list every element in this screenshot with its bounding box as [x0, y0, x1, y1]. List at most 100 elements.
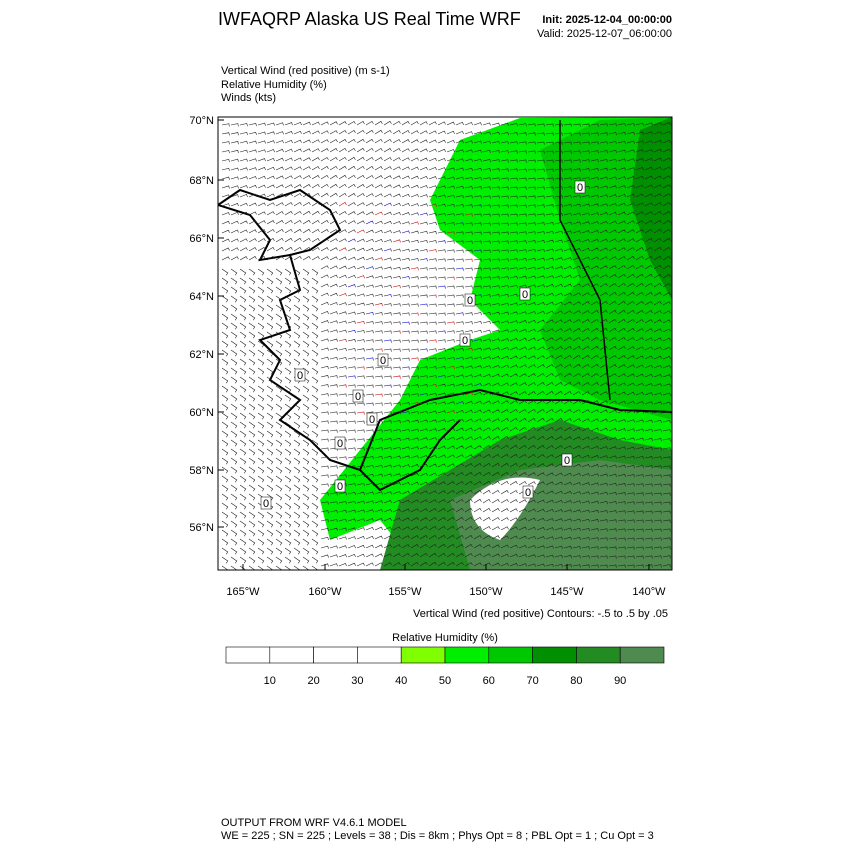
wind-barb	[356, 339, 365, 343]
wind-barb	[545, 337, 554, 342]
wind-barb	[311, 349, 319, 357]
wind-barb	[563, 491, 572, 495]
wind-barb	[536, 472, 545, 477]
wind-barb	[599, 364, 608, 369]
wind-barb	[635, 446, 644, 451]
wind-barb	[320, 356, 329, 360]
wind-barb	[455, 303, 464, 307]
wind-barb	[284, 457, 292, 465]
wind-barb	[419, 348, 428, 352]
wind-barb	[446, 240, 455, 244]
wind-barb	[284, 277, 292, 285]
wind-barb	[509, 453, 518, 459]
wind-barb	[248, 149, 257, 153]
wind-barb	[347, 238, 356, 243]
colorbar-swatch	[532, 646, 577, 664]
wind-barb	[644, 401, 653, 405]
wind-barb	[257, 255, 266, 261]
wind-barb	[662, 555, 671, 559]
wind-barb	[419, 535, 428, 540]
wind-barb	[509, 337, 518, 342]
wind-barb	[383, 508, 392, 513]
wind-barb	[446, 294, 455, 298]
wind-barb	[473, 140, 482, 144]
wind-barb	[338, 366, 347, 370]
wind-barb	[311, 502, 319, 510]
wind-barb	[410, 267, 419, 271]
wind-barb	[284, 255, 293, 261]
wind-barb	[410, 312, 419, 316]
wind-barb	[275, 184, 284, 189]
wind-barb	[392, 402, 401, 406]
wind-barb	[455, 472, 464, 477]
wind-barb	[617, 327, 626, 333]
wind-barb	[365, 247, 374, 252]
wind-barb	[617, 202, 626, 207]
wind-barb	[266, 193, 275, 198]
wind-barb	[221, 475, 229, 483]
wind-barb	[302, 157, 311, 162]
wind-barb	[248, 202, 257, 207]
wind-barb	[374, 193, 383, 198]
wind-barb	[383, 384, 392, 388]
wind-barb	[320, 375, 329, 379]
wind-barb	[617, 291, 626, 297]
wind-barb	[410, 419, 419, 423]
wind-barb	[329, 156, 338, 162]
wind-barb	[266, 211, 275, 216]
wind-barb	[545, 159, 554, 163]
wind-barb	[347, 465, 356, 469]
wind-barb	[311, 556, 319, 564]
wind-barb	[320, 283, 329, 288]
wind-barb	[554, 499, 563, 504]
wind-barb	[563, 132, 572, 136]
colorbar-label: 40	[395, 675, 407, 687]
wind-barb	[608, 158, 617, 162]
wind-barb	[383, 366, 392, 370]
wind-barb	[230, 511, 238, 519]
wind-barb	[599, 500, 608, 505]
wind-barb	[356, 536, 365, 540]
wind-barb	[518, 222, 527, 226]
wind-barb	[644, 319, 653, 324]
wind-barb	[347, 220, 356, 225]
contour-label-box	[294, 368, 306, 382]
wind-barb	[293, 304, 301, 312]
wind-barb	[482, 320, 491, 324]
wind-barb	[374, 157, 383, 162]
wind-barb	[518, 355, 527, 360]
wind-barb	[347, 456, 356, 460]
wind-barb	[410, 148, 419, 153]
wind-barb	[509, 275, 518, 280]
colorbar-label: 10	[264, 675, 276, 687]
wind-barb	[383, 257, 392, 261]
wind-barb	[590, 509, 599, 514]
wind-barb	[311, 421, 319, 429]
wind-barb	[545, 472, 554, 477]
wind-barb	[527, 150, 536, 154]
wind-barb	[482, 382, 491, 387]
wind-barb	[662, 301, 671, 306]
wind-barb	[599, 256, 608, 261]
wind-barb	[410, 294, 419, 298]
wind-barb	[572, 555, 581, 559]
wind-barb	[284, 493, 292, 501]
wind-barb	[644, 202, 653, 207]
wind-barb	[365, 156, 374, 162]
wind-barb	[509, 302, 518, 306]
wind-barb	[545, 123, 554, 127]
wind-barb	[347, 247, 356, 252]
wind-barb	[239, 556, 247, 564]
wind-barb	[302, 484, 310, 492]
wind-barb	[599, 555, 608, 559]
wind-barb	[572, 527, 581, 531]
wind-barb	[221, 466, 229, 474]
wind-barb	[572, 328, 581, 333]
wind-barb	[437, 383, 446, 387]
wind-barb	[248, 403, 256, 411]
wind-barb	[419, 384, 428, 388]
wind-barb	[500, 122, 509, 127]
wind-barb	[527, 526, 536, 531]
wind-barb	[536, 508, 545, 513]
wind-barb	[410, 348, 419, 352]
